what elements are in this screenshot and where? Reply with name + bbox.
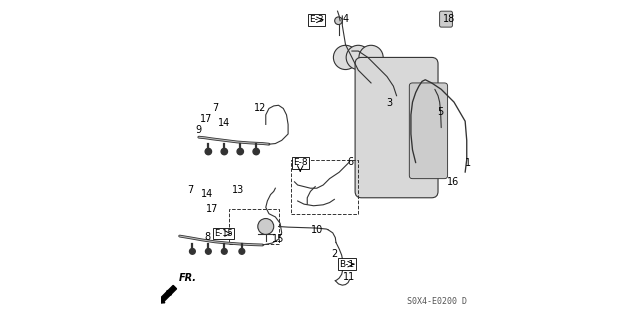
Text: 14: 14 <box>200 189 213 199</box>
Text: 11: 11 <box>343 272 355 282</box>
Text: S0X4-E0200 D: S0X4-E0200 D <box>407 297 467 306</box>
Text: 5: 5 <box>438 107 444 117</box>
Text: 9: 9 <box>195 125 201 135</box>
Text: 7: 7 <box>187 185 193 195</box>
Circle shape <box>189 249 195 254</box>
Text: 17: 17 <box>200 114 212 124</box>
Text: 6: 6 <box>348 157 354 167</box>
Circle shape <box>221 249 227 254</box>
Bar <box>291 160 358 214</box>
Circle shape <box>346 45 371 70</box>
Text: B-1: B-1 <box>340 260 355 269</box>
Circle shape <box>359 45 383 70</box>
Text: 4: 4 <box>342 13 349 24</box>
Circle shape <box>333 45 358 70</box>
Text: 1: 1 <box>465 158 471 168</box>
Text: FR.: FR. <box>179 273 197 283</box>
Circle shape <box>221 148 227 155</box>
FancyBboxPatch shape <box>355 57 438 198</box>
Text: 10: 10 <box>310 225 323 235</box>
Circle shape <box>253 148 259 155</box>
FancyArrow shape <box>159 286 177 303</box>
Bar <box>229 209 278 244</box>
Text: E-3: E-3 <box>309 15 323 24</box>
FancyBboxPatch shape <box>410 83 447 179</box>
Circle shape <box>258 219 274 234</box>
Text: 14: 14 <box>218 118 230 128</box>
Text: 12: 12 <box>254 103 266 113</box>
Text: 7: 7 <box>212 102 219 113</box>
Text: 2: 2 <box>331 249 337 259</box>
FancyBboxPatch shape <box>440 11 452 27</box>
Text: 3: 3 <box>387 98 392 108</box>
Text: 13: 13 <box>232 185 244 196</box>
Text: 16: 16 <box>447 177 460 188</box>
Circle shape <box>205 249 211 254</box>
Text: E-8: E-8 <box>293 158 308 167</box>
Text: 8: 8 <box>205 232 211 242</box>
Text: 17: 17 <box>206 204 218 214</box>
Circle shape <box>335 17 342 25</box>
Circle shape <box>237 148 243 155</box>
Circle shape <box>239 249 244 254</box>
Circle shape <box>205 148 212 155</box>
Text: 15: 15 <box>273 234 285 244</box>
Text: E-15: E-15 <box>214 229 233 238</box>
Text: 18: 18 <box>443 13 455 24</box>
